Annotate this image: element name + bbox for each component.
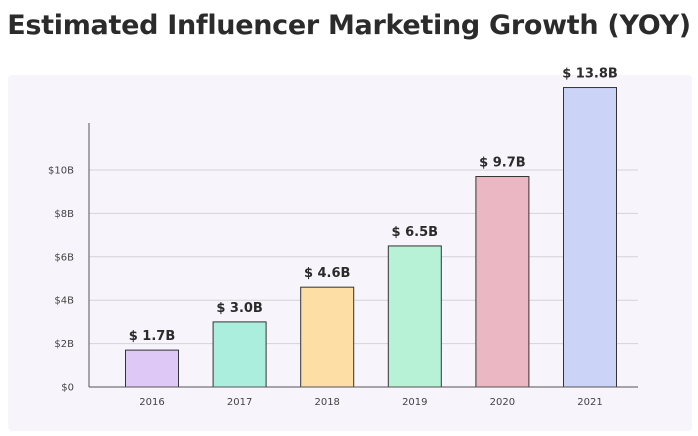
bar: [475, 176, 530, 388]
x-tick-label: 2016: [139, 397, 164, 408]
x-tick-label: 2017: [227, 397, 252, 408]
x-tick-label: 2021: [577, 397, 602, 408]
y-tick-label: $6B: [54, 252, 74, 263]
data-label: $ 3.0B: [216, 301, 263, 316]
data-label: $ 6.5B: [392, 225, 439, 240]
y-tick-label: $8B: [54, 209, 74, 220]
y-tick-label: $4B: [54, 296, 74, 307]
y-tick-label: $10B: [48, 166, 74, 177]
bar: [125, 349, 179, 388]
bar: [300, 286, 355, 388]
x-tick-label: 2020: [490, 397, 515, 408]
x-tick-label: 2019: [402, 397, 427, 408]
y-tick-label: $2B: [54, 339, 74, 350]
y-tick-label: $0: [61, 383, 74, 394]
bar: [387, 245, 442, 388]
data-label: $ 9.7B: [479, 156, 526, 171]
data-label: $ 13.8B: [562, 67, 618, 82]
bar: [212, 321, 267, 388]
chart-title: Estimated Influencer Marketing Growth (Y…: [7, 10, 691, 41]
x-tick-label: 2018: [314, 397, 339, 408]
data-label: $ 1.7B: [129, 329, 176, 344]
bar: [563, 87, 617, 388]
data-label: $ 4.6B: [304, 266, 351, 281]
